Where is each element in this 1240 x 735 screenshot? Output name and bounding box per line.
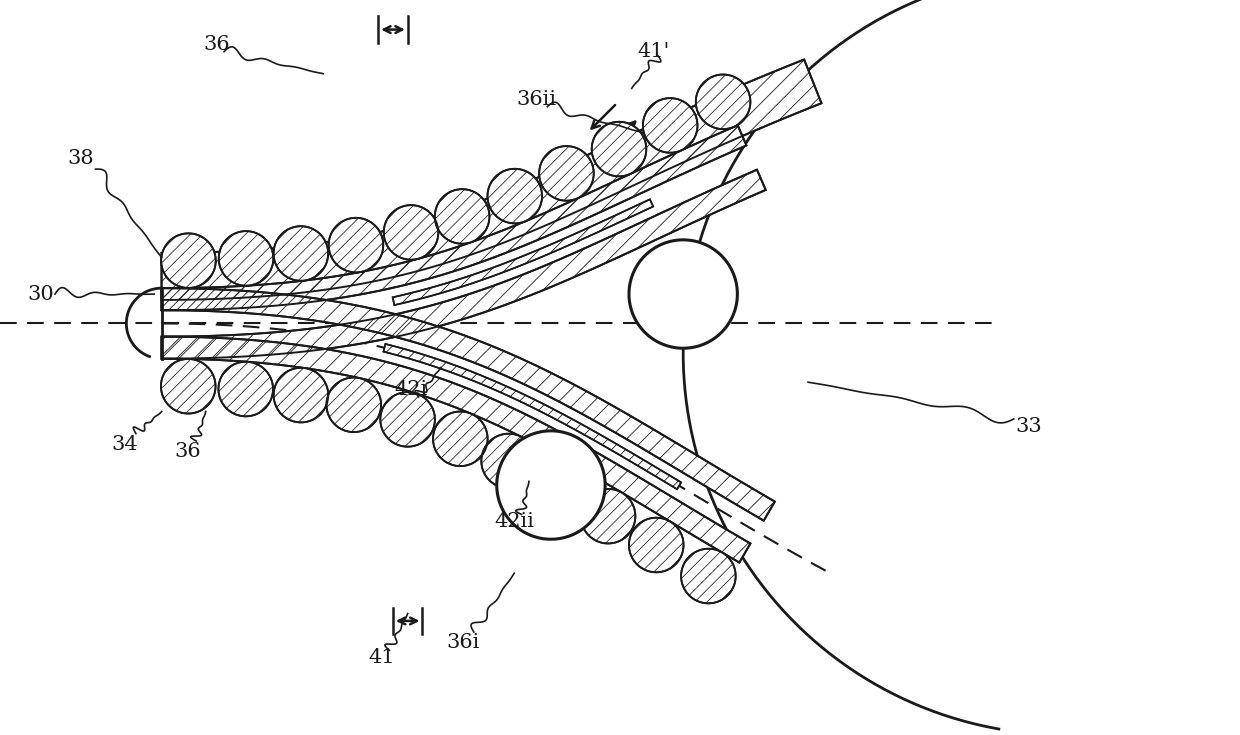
- Text: 38: 38: [67, 148, 94, 168]
- Text: 36i: 36i: [446, 634, 480, 653]
- Polygon shape: [681, 549, 735, 603]
- Text: 41': 41': [637, 42, 670, 61]
- Polygon shape: [642, 98, 697, 153]
- Text: 34: 34: [112, 435, 138, 454]
- Polygon shape: [383, 344, 681, 490]
- Polygon shape: [161, 125, 746, 310]
- Polygon shape: [383, 205, 438, 259]
- Polygon shape: [435, 189, 490, 244]
- Polygon shape: [629, 517, 683, 573]
- Polygon shape: [161, 170, 766, 359]
- Polygon shape: [329, 218, 383, 273]
- Polygon shape: [487, 169, 542, 223]
- Polygon shape: [481, 434, 536, 488]
- Polygon shape: [326, 378, 381, 432]
- Polygon shape: [381, 392, 435, 447]
- Text: 30: 30: [27, 284, 53, 304]
- Polygon shape: [497, 431, 605, 539]
- Text: 33: 33: [1016, 417, 1042, 436]
- Text: 36: 36: [174, 442, 201, 462]
- Text: 36: 36: [203, 35, 229, 54]
- Polygon shape: [629, 240, 738, 348]
- Text: 41: 41: [368, 648, 396, 667]
- Polygon shape: [161, 234, 216, 288]
- Polygon shape: [274, 368, 329, 423]
- Polygon shape: [161, 60, 821, 300]
- Polygon shape: [591, 122, 646, 176]
- Polygon shape: [539, 146, 594, 201]
- Polygon shape: [161, 337, 750, 562]
- Polygon shape: [533, 461, 588, 516]
- Polygon shape: [696, 74, 750, 129]
- Polygon shape: [218, 231, 273, 286]
- Polygon shape: [161, 359, 216, 414]
- Polygon shape: [393, 199, 653, 305]
- Polygon shape: [433, 412, 487, 466]
- Polygon shape: [580, 489, 635, 543]
- Text: 42i: 42i: [394, 380, 428, 399]
- Polygon shape: [218, 362, 273, 416]
- Text: 42ii: 42ii: [495, 512, 534, 531]
- Polygon shape: [161, 288, 775, 520]
- Polygon shape: [274, 226, 329, 281]
- Text: 36ii: 36ii: [516, 90, 557, 109]
